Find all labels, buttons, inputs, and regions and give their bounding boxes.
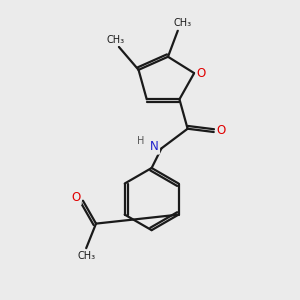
Text: O: O bbox=[71, 191, 80, 204]
Text: CH₃: CH₃ bbox=[174, 18, 192, 28]
Text: O: O bbox=[197, 67, 206, 80]
Text: CH₃: CH₃ bbox=[106, 35, 125, 45]
Text: O: O bbox=[216, 124, 226, 137]
Text: H: H bbox=[137, 136, 145, 146]
Text: CH₃: CH₃ bbox=[77, 251, 95, 261]
Text: N: N bbox=[150, 140, 159, 153]
